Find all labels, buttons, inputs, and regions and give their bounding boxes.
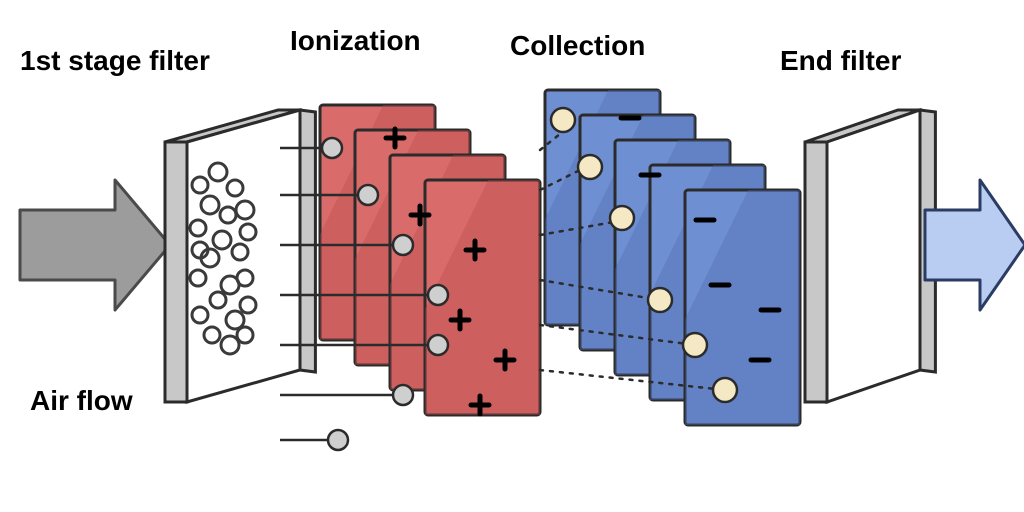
label-first-stage: 1st stage filter [20,45,210,77]
label-collection: Collection [510,30,645,62]
label-air-flow: Air flow [30,385,133,417]
label-ionization: Ionization [290,25,421,57]
label-end-filter: End filter [780,45,901,77]
